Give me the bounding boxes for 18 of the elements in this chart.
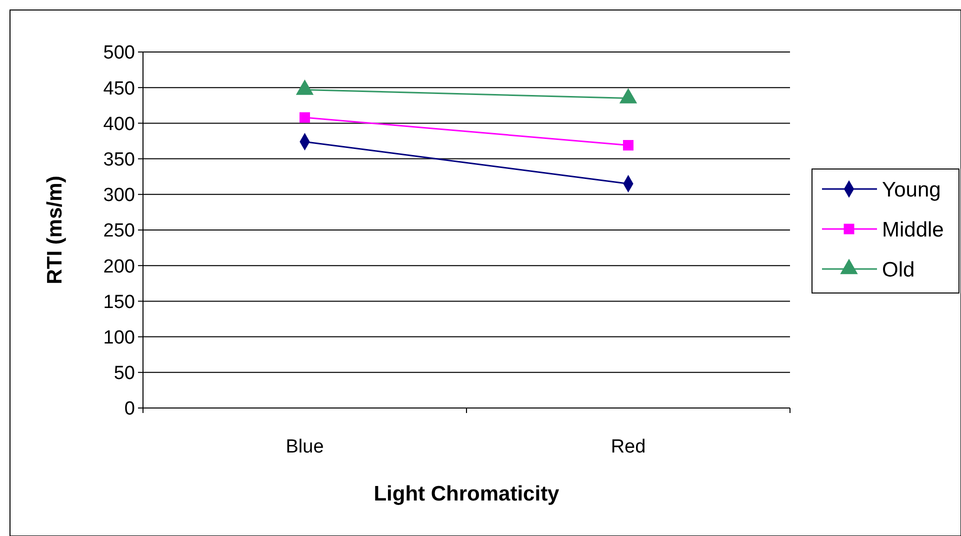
x-tick-label: Blue	[286, 436, 324, 458]
y-tick-label: 300	[103, 185, 135, 206]
legend-label: Young	[882, 178, 941, 202]
y-tick-label: 100	[103, 327, 135, 348]
y-tick-label: 400	[103, 114, 135, 135]
y-tick-label: 500	[103, 42, 135, 64]
y-tick-label: 50	[114, 363, 135, 384]
y-tick-label: 200	[103, 256, 135, 278]
legend-label: Old	[882, 258, 915, 282]
x-axis-title: Light Chromaticity	[374, 482, 560, 506]
y-tick-label: 150	[103, 292, 135, 313]
y-tick-label: 250	[103, 220, 135, 242]
y-tick-label: 0	[124, 398, 135, 420]
y-tick-label: 350	[103, 149, 135, 170]
legend-label: Middle	[882, 218, 944, 242]
y-axis-title: RTI (ms/m)	[43, 176, 66, 284]
y-tick-label: 450	[103, 78, 135, 100]
x-tick-label: Red	[610, 436, 646, 458]
